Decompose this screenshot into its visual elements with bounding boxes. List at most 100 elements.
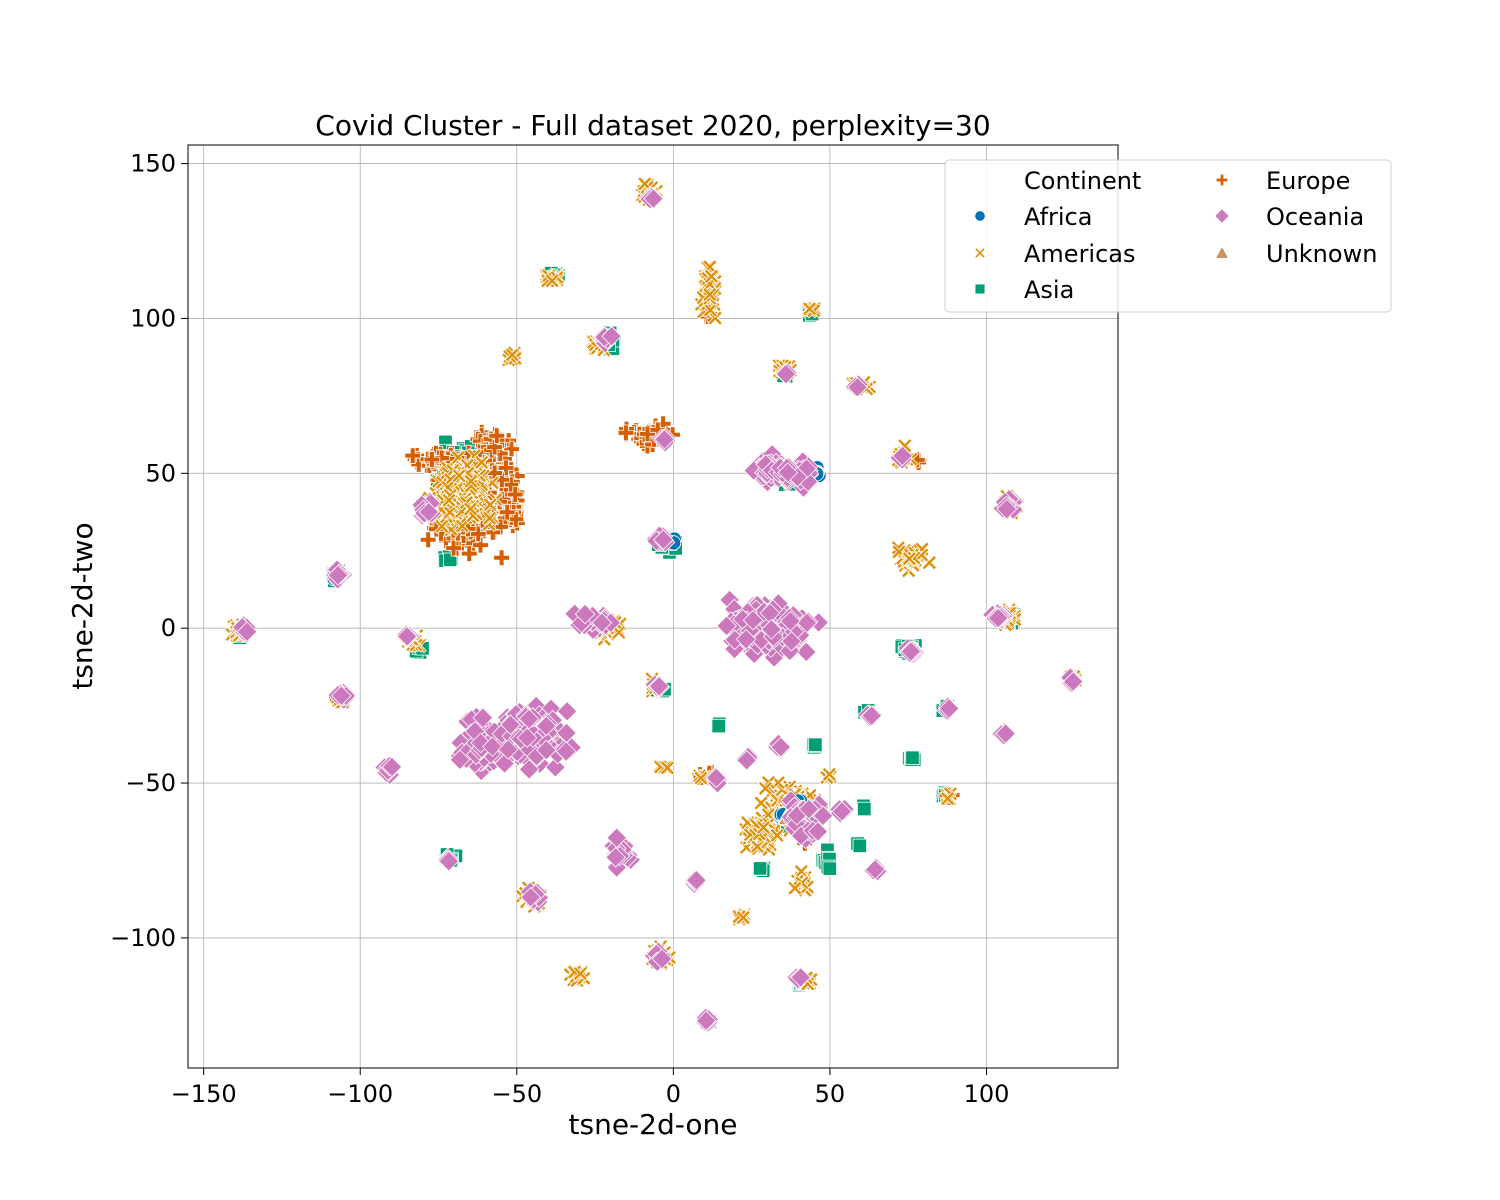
point-europe <box>617 424 635 442</box>
point-americas <box>735 909 751 926</box>
point-oceania <box>651 948 673 970</box>
point-oceania <box>574 603 596 625</box>
y-tick-label: 100 <box>130 304 176 332</box>
point-oceania <box>831 801 853 822</box>
point-oceania <box>735 628 757 650</box>
point-americas <box>544 273 560 289</box>
point-asia <box>752 861 768 876</box>
point-americas <box>659 760 676 776</box>
legend-entry-europe: Europe <box>1215 167 1350 195</box>
point-asia <box>442 552 458 567</box>
point-oceania <box>497 739 519 760</box>
point-americas <box>611 624 627 641</box>
legend: Continent Africa Americas Asia Europe Oceani… <box>944 159 1392 313</box>
point-oceania <box>555 741 577 762</box>
point-asia <box>822 861 837 876</box>
point-oceania <box>742 609 764 631</box>
point-asia <box>852 838 867 853</box>
point-oceania <box>648 675 670 697</box>
y-tick-label: −100 <box>110 924 176 952</box>
x-tick-label: −100 <box>327 1080 393 1108</box>
oceania-legend-marker <box>1214 208 1230 224</box>
point-oceania <box>900 641 922 662</box>
point-americas <box>769 827 785 844</box>
point-oceania <box>807 821 829 842</box>
point-oceania <box>847 376 868 398</box>
point-oceania <box>536 739 557 761</box>
chart-title: Covid Cluster - Full dataset 2020, perpl… <box>315 109 990 142</box>
point-europe <box>506 486 524 503</box>
point-oceania <box>643 188 664 210</box>
point-americas <box>901 550 918 567</box>
point-oceania <box>494 753 515 774</box>
point-oceania <box>396 626 418 647</box>
point-americas <box>693 770 709 786</box>
point-oceania <box>796 641 817 663</box>
point-oceania <box>716 615 737 637</box>
point-oceania <box>780 610 801 632</box>
point-americas <box>703 268 720 285</box>
point-europe <box>427 520 445 538</box>
point-asia <box>808 737 823 752</box>
legend-frame <box>944 159 1392 313</box>
point-oceania <box>472 707 494 729</box>
point-oceania <box>591 612 613 634</box>
legend-entry-americas: Americas <box>974 240 1136 268</box>
point-europe <box>472 536 489 554</box>
point-europe <box>419 531 437 549</box>
point-oceania <box>601 325 622 347</box>
point-americas <box>504 347 520 363</box>
point-oceania <box>556 701 578 722</box>
legend-label: Americas <box>1024 240 1136 268</box>
asia-legend-marker <box>974 283 986 295</box>
y-tick-label: 50 <box>145 459 176 487</box>
point-americas <box>757 780 774 797</box>
point-oceania <box>798 798 820 820</box>
point-oceania <box>518 759 540 780</box>
point-oceania <box>545 756 566 778</box>
point-oceania <box>861 705 882 727</box>
legend-label: Unknown <box>1266 240 1377 268</box>
point-asia <box>857 801 872 817</box>
point-oceania <box>987 607 1009 629</box>
y-tick-label: 0 <box>161 614 176 642</box>
point-americas <box>702 286 718 303</box>
point-americas <box>462 501 479 517</box>
point-asia <box>711 718 726 734</box>
ticks-layer: −150 −100 −50 0 50 100 −100 −50 0 50 100 150 <box>110 150 1009 1108</box>
legend-entry-oceania: Oceania <box>1214 203 1364 231</box>
point-americas <box>939 790 956 807</box>
point-oceania <box>775 363 797 385</box>
legend-entry-asia: Asia <box>974 276 1074 304</box>
point-oceania <box>535 715 557 737</box>
y-axis-label: tsne-2d-two <box>66 522 99 689</box>
legend-label: Europe <box>1266 167 1350 195</box>
point-oceania <box>686 869 707 891</box>
point-oceania <box>381 756 403 778</box>
legend-title: Continent <box>1024 167 1141 195</box>
point-americas <box>801 301 818 317</box>
x-axis-label: tsne-2d-one <box>569 1108 738 1141</box>
point-europe <box>404 447 422 464</box>
point-oceania <box>516 727 538 749</box>
point-oceania <box>761 619 782 640</box>
europe-legend-marker <box>1215 173 1229 187</box>
africa-legend-marker <box>974 210 986 222</box>
point-oceania <box>892 445 913 467</box>
point-europe <box>493 549 510 567</box>
point-americas <box>463 473 479 489</box>
point-oceania <box>606 827 628 849</box>
point-oceania <box>482 736 503 757</box>
point-oceania <box>520 886 542 908</box>
y-tick-label: −50 <box>125 769 176 797</box>
points-layer <box>224 176 1084 1033</box>
point-oceania <box>438 850 460 872</box>
point-oceania <box>449 749 471 771</box>
unknown-legend-marker <box>1214 245 1230 259</box>
point-oceania <box>812 805 834 827</box>
legend-label: Oceania <box>1266 203 1364 231</box>
x-tick-label: 0 <box>666 1080 681 1108</box>
point-oceania <box>327 564 349 586</box>
legend-entry-africa: Africa <box>974 203 1092 231</box>
